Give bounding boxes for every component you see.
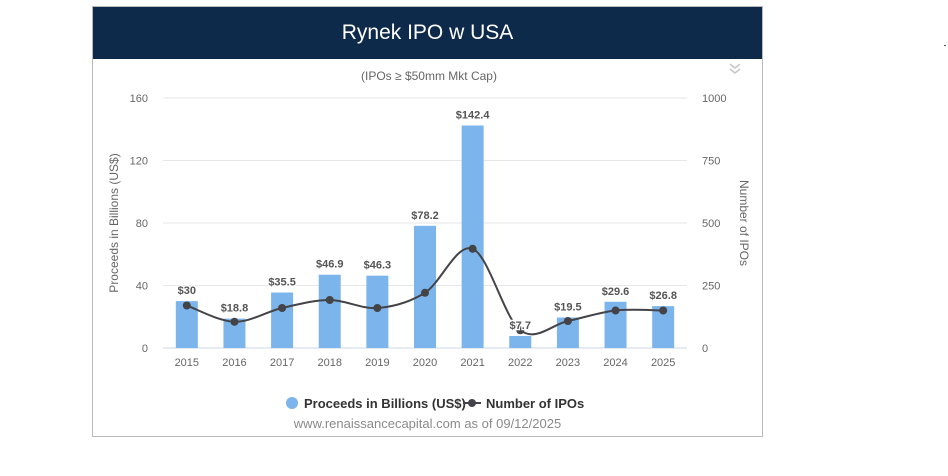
x-tick-label: 2019 (365, 357, 389, 369)
bar-data-label: $46.9 (316, 259, 344, 271)
x-tick-label: 2021 (460, 357, 484, 369)
y-left-tick-label: 40 (136, 281, 148, 293)
x-tick-label: 2016 (222, 357, 246, 369)
ipo-count-point[interactable] (182, 301, 191, 310)
x-tick-label: 2024 (603, 357, 627, 369)
legend-line-marker (468, 399, 476, 407)
ipo-count-point[interactable] (278, 304, 287, 312)
ipo-count-point[interactable] (230, 317, 239, 326)
ipo-count-point[interactable] (468, 244, 477, 253)
x-tick-label: 2025 (651, 357, 675, 369)
source-footer: www.renaissancecapital.com as of 09/12/2… (293, 416, 562, 431)
bar-data-label: $35.5 (268, 277, 296, 289)
bar-data-label: $29.6 (602, 286, 630, 298)
bar-data-label: $18.8 (221, 303, 249, 315)
y-left-axis-title: Proceeds in Billions (US$) (107, 153, 121, 292)
y-left-tick-label: 80 (136, 218, 148, 230)
ipo-count-point[interactable] (611, 306, 620, 315)
bar[interactable] (604, 301, 627, 348)
ipo-count-line (186, 247, 664, 336)
bar-data-label: $26.8 (649, 290, 677, 302)
ipo-count-point[interactable] (373, 304, 382, 312)
x-tick-label: 2023 (556, 357, 580, 369)
y-left-tick-label: 160 (130, 93, 148, 105)
bar[interactable] (509, 335, 532, 348)
x-tick-label: 2018 (317, 357, 341, 369)
ipo-chart: (IPOs ≥ $50mm Mkt Cap) $30 $18.8 $35.5 $46.… (107, 69, 751, 411)
stray-mark (944, 45, 946, 46)
bar[interactable] (414, 225, 436, 348)
ipo-count-point[interactable] (659, 306, 668, 315)
ipo-count-point[interactable] (516, 326, 525, 335)
y-right-axis-title: Number of IPOs (737, 180, 751, 266)
ipo-count-point[interactable] (421, 288, 429, 297)
legend-ipos[interactable]: Number of IPOs (486, 396, 584, 411)
y-right-tick-label: 500 (702, 218, 720, 230)
bar-data-label: $78.2 (411, 210, 439, 222)
bar[interactable] (318, 274, 341, 348)
x-tick-label: 2020 (413, 357, 437, 369)
chart-card: Rynek IPO w USA (92, 6, 763, 437)
bar[interactable] (175, 301, 198, 348)
ipo-count-point[interactable] (563, 317, 572, 325)
bar-data-label: $46.3 (364, 260, 392, 272)
ipo-count-point[interactable] (325, 296, 334, 304)
y-left-tick-label: 120 (130, 156, 148, 168)
x-tick-label: 2017 (270, 357, 294, 369)
y-right-tick-label: 1000 (702, 93, 726, 105)
y-right-tick-label: 750 (702, 156, 720, 168)
y-right-tick-label: 250 (702, 281, 720, 293)
y-left-tick-label: 0 (142, 343, 148, 355)
chart-subtitle: (IPOs ≥ $50mm Mkt Cap) (361, 69, 497, 83)
bar[interactable] (271, 292, 294, 348)
bar-data-label: $142.4 (456, 110, 491, 122)
y-right-tick-label: 0 (702, 343, 708, 355)
x-tick-label: 2022 (508, 357, 532, 369)
x-tick-label: 2015 (175, 357, 199, 369)
chart-title: Rynek IPO w USA (93, 7, 762, 59)
bar-data-label: $19.5 (554, 302, 582, 314)
double-chevron-down-icon[interactable] (727, 61, 743, 77)
bar[interactable] (652, 306, 675, 348)
bar[interactable] (461, 125, 484, 349)
bar-data-label: $7.7 (510, 320, 531, 332)
bar-data-label: $30 (178, 285, 196, 297)
legend-proceeds[interactable]: Proceeds in Billions (US$) (304, 396, 466, 411)
bar[interactable] (223, 318, 246, 348)
legend-bar-swatch (286, 397, 298, 409)
bar[interactable] (556, 317, 579, 348)
